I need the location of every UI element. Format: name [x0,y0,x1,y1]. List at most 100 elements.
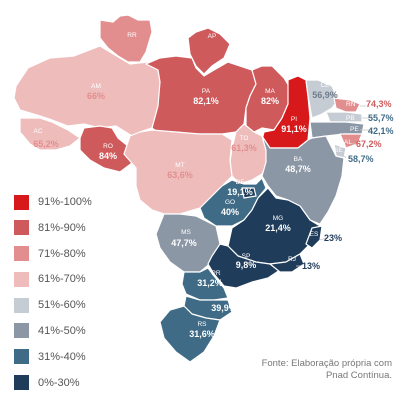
label-BA-abbr: BA [294,156,303,163]
label-MA-value: 82% [261,96,279,106]
label-MT-abbr: MT [175,162,184,169]
label-RN-value: 74,3% [366,99,392,109]
legend-label: 51%-60% [38,299,86,312]
legend-item: 0%-30% [14,374,134,392]
label-TO-value: 61,3% [231,143,257,153]
legend-swatch [14,349,29,365]
legend-swatch [14,297,29,313]
state-SP [207,243,281,289]
label-DF-value: 19,1% [227,187,253,197]
legend-label: 41%-50% [38,324,86,337]
label-AM-abbr: AM [91,83,101,90]
label-MS-value: 47,7% [171,238,197,248]
legend-swatch [14,375,29,391]
label-RS-abbr: RS [197,321,207,328]
legend-label: 61%-70% [38,273,86,286]
label-DF-abbr: DF [236,179,245,186]
legend-label: 81%-90% [38,221,86,234]
state-AM [13,45,161,137]
label-PI-abbr: PI [291,116,297,123]
label-SC-value: 39,9% [211,303,237,313]
label-RR-abbr: RR [127,32,137,39]
label-AP-abbr: AP [208,33,217,40]
legend-item: 61%-70% [14,270,134,288]
label-RO-value: 84% [99,151,117,161]
legend-item: 81%-90% [14,219,134,237]
state-PR [181,267,229,301]
label-PR-abbr: PR [211,270,220,277]
source-note: Fonte: Elaboração própria com Pnad Contí… [261,358,392,381]
callout-lines [296,105,372,267]
state-ES [305,225,323,249]
state-CE [305,79,339,119]
label-SP-abbr: SP [242,253,251,260]
label-AP-value: 85,6% [199,40,225,50]
label-MG-value: 21,4% [265,223,291,233]
label-MS-abbr: MS [181,229,191,236]
label-SE-value: 58,7% [348,154,374,164]
label-PB-value: 55,7% [368,113,394,123]
legend-item: 41%-50% [14,322,134,340]
label-SE-abbr: SE [334,147,343,154]
legend-swatch [14,271,29,287]
state-labels: RR 64,3% AP 85,6% AM 66% PA 82,1% MA 82%… [33,32,338,339]
state-PB [325,111,363,123]
state-AL [339,133,363,149]
legend-label: 71%-80% [38,247,86,260]
label-AL-value: 67,2% [356,139,382,149]
label-PE-abbr: PE [350,126,359,133]
label-PB-abbr: PB [346,115,355,122]
label-SP-value: 9,8% [236,260,257,270]
state-RS [159,305,221,363]
label-MG-abbr: MG [273,215,283,222]
label-PA-value: 82,1% [193,96,219,106]
label-CE-abbr: CE [320,82,330,89]
label-CE-value: 56,9% [312,90,338,100]
state-RR [99,14,153,63]
state-AC [19,117,81,151]
label-AC-abbr: AC [33,128,42,135]
legend: 91%-100% 81%-90% 71%-80% 61%-70% 51%-60%… [14,193,134,399]
label-PE-value: 42,1% [368,126,394,136]
label-MT-value: 63,6% [167,170,193,180]
legend-item: 91%-100% [14,193,134,211]
label-AL-abbr: AL [344,139,352,146]
label-AC-value: 65,2% [33,139,59,149]
legend-swatch [14,323,29,339]
label-RN-abbr: RN [346,101,356,108]
legend-swatch [14,194,29,210]
label-GO-value: 40% [221,207,239,217]
label-AM-value: 66% [87,91,105,101]
label-ES-abbr: ES [310,231,319,238]
state-RO [79,125,137,173]
label-GO-abbr: GO [225,199,235,206]
label-RR-value: 64,3% [119,40,145,50]
legend-label: 31%-40% [38,350,86,363]
label-RS-value: 31,6% [189,329,215,339]
label-PA-abbr: PA [202,88,211,95]
label-ES-value: 23% [324,233,342,243]
label-PI-value: 91,1% [281,124,307,134]
legend-item: 51%-60% [14,296,134,314]
label-BA-value: 48,7% [285,164,311,174]
label-RJ-value: 13% [302,261,320,271]
legend-label: 0%-30% [38,376,80,389]
label-PR-value: 31,2% [197,278,223,288]
state-DF [241,187,257,199]
label-MA-abbr: MA [265,88,275,95]
legend-swatch [14,220,29,236]
state-BA [261,135,345,225]
label-RJ-abbr: RJ [288,256,296,263]
legend-swatch [14,246,29,262]
label-SC-abbr: SC [227,295,236,302]
label-RO-abbr: RO [103,143,113,150]
legend-item: 31%-40% [14,348,134,366]
legend-label: 91%-100% [38,196,92,208]
state-RJ [269,253,305,273]
label-TO-abbr: TO [240,135,249,142]
external-labels: RN 74,3% PB 55,7% PE 42,1% AL 67,2% SE 5… [302,99,394,271]
state-RN [333,97,361,113]
legend-item: 71%-80% [14,245,134,263]
